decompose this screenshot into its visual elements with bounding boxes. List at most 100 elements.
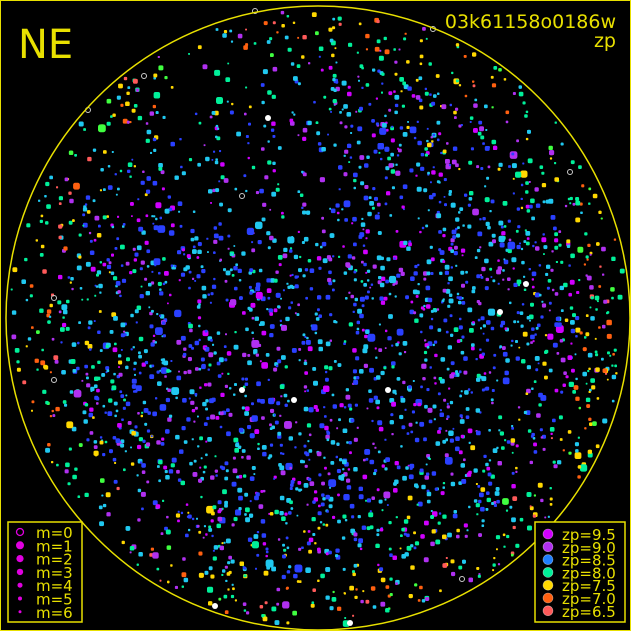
star-point xyxy=(87,344,93,349)
star-point xyxy=(498,415,503,420)
star-point xyxy=(313,380,318,386)
star-point xyxy=(327,472,331,476)
star-point xyxy=(331,393,335,397)
star-point xyxy=(409,126,417,134)
star-point xyxy=(251,402,254,406)
star-point xyxy=(313,100,316,104)
star-point xyxy=(533,450,538,454)
bright-star-point xyxy=(523,281,529,287)
star-point xyxy=(367,290,370,294)
star-point xyxy=(427,171,430,175)
star-point xyxy=(458,168,461,171)
star-point xyxy=(47,320,51,324)
star-point xyxy=(492,563,496,567)
star-point xyxy=(217,374,222,378)
star-point xyxy=(196,517,198,520)
star-point xyxy=(158,163,163,168)
star-point xyxy=(470,391,473,394)
star-point xyxy=(220,162,225,167)
star-point xyxy=(428,419,433,424)
star-point xyxy=(281,211,284,215)
star-point xyxy=(353,178,357,183)
star-point xyxy=(286,570,291,574)
star-point xyxy=(197,524,200,528)
star-point xyxy=(478,301,482,306)
star-point xyxy=(472,286,476,290)
star-point xyxy=(138,371,142,375)
star-point xyxy=(244,377,248,381)
star-point xyxy=(375,399,380,405)
star-point xyxy=(513,282,518,287)
star-point xyxy=(157,56,160,58)
star-point xyxy=(132,346,135,349)
star-point xyxy=(515,543,520,548)
star-point xyxy=(415,78,419,82)
star-point xyxy=(423,271,428,276)
star-point xyxy=(309,481,315,486)
star-point xyxy=(394,110,398,115)
star-point xyxy=(297,190,301,193)
star-point xyxy=(372,442,375,445)
star-point xyxy=(449,164,452,167)
star-point xyxy=(122,225,125,228)
star-point xyxy=(349,451,352,455)
star-point xyxy=(122,223,126,226)
star-point xyxy=(400,445,403,448)
star-point xyxy=(118,354,122,358)
star-point xyxy=(301,55,305,59)
star-point xyxy=(296,514,299,517)
star-point xyxy=(450,202,456,208)
star-point xyxy=(247,425,252,430)
star-point xyxy=(525,231,531,236)
star-point xyxy=(560,142,564,146)
star-point xyxy=(298,348,302,351)
star-point xyxy=(503,225,507,228)
star-point xyxy=(288,306,292,310)
star-point xyxy=(410,565,415,570)
star-point xyxy=(501,446,505,450)
star-point xyxy=(167,417,172,422)
star-point xyxy=(170,360,173,362)
star-point xyxy=(501,231,506,236)
star-point xyxy=(149,553,153,557)
star-point xyxy=(575,327,581,333)
star-point xyxy=(585,274,588,277)
star-point xyxy=(448,276,453,282)
star-point xyxy=(348,42,353,47)
star-point xyxy=(277,305,281,309)
star-point xyxy=(152,411,157,417)
star-point xyxy=(244,112,247,116)
star-point xyxy=(145,138,150,143)
star-point xyxy=(366,269,371,273)
star-point xyxy=(314,312,318,316)
star-point xyxy=(555,325,564,333)
magnitude-legend-label: m=3 xyxy=(36,564,73,582)
star-point xyxy=(34,358,39,363)
star-point xyxy=(555,261,558,263)
star-point xyxy=(106,215,109,218)
star-point xyxy=(417,283,420,286)
star-point xyxy=(455,217,460,222)
star-point xyxy=(194,236,199,241)
star-point xyxy=(457,226,460,229)
star-point xyxy=(521,359,526,364)
star-point xyxy=(282,554,286,559)
star-point xyxy=(90,390,93,392)
star-point xyxy=(196,274,201,279)
star-point xyxy=(394,295,397,298)
star-point xyxy=(374,469,378,473)
star-point xyxy=(202,536,205,539)
star-point xyxy=(364,185,369,189)
star-point xyxy=(395,163,398,166)
star-point xyxy=(536,413,541,418)
star-point xyxy=(231,274,235,277)
star-point xyxy=(353,563,358,568)
star-point xyxy=(433,309,438,313)
star-point xyxy=(487,146,490,149)
star-point xyxy=(119,390,123,394)
star-point xyxy=(421,599,426,603)
star-point xyxy=(85,261,91,267)
star-point xyxy=(170,463,175,468)
star-point xyxy=(488,429,491,432)
open-star-point xyxy=(567,169,573,175)
